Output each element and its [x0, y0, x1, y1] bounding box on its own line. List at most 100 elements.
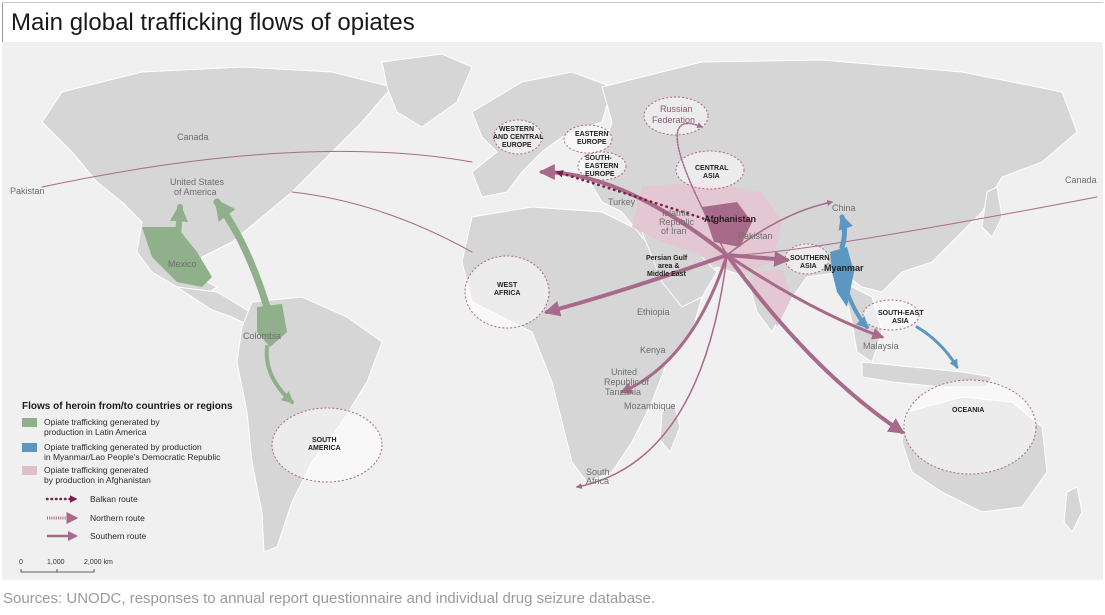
balkan-route-flow: [555, 170, 716, 224]
flow-to-east-africa: [619, 253, 729, 394]
label-iran-3: of Iran: [661, 226, 687, 236]
flow-colombia-to-south-america: [264, 345, 294, 404]
label-mexico: Mexico: [168, 259, 197, 269]
flow-to-oceania-blue: [915, 325, 959, 369]
label-wce-3: EUROPE: [502, 142, 532, 149]
flow-to-south-east-asia: [725, 253, 885, 340]
label-russia-2: Federation: [652, 115, 695, 125]
legend-northern: Northern route: [90, 513, 145, 523]
label-china: China: [832, 203, 856, 213]
flow-to-south-africa: [575, 254, 728, 489]
southern-asia-region: [784, 243, 830, 275]
oceania-region: [903, 379, 1037, 475]
flow-to-southern-asia: [725, 250, 791, 267]
label-see-2: EASTERN: [585, 163, 618, 170]
legend-swatch-afghanistan: [22, 466, 37, 475]
label-south-america-1: SOUTH: [312, 437, 337, 444]
label-tanzania-3: Tanzania: [605, 387, 641, 397]
label-gulf-3: Middle East: [647, 271, 687, 278]
legend: Flows of heroin from/to countries or reg…: [22, 401, 233, 541]
legend-item2-line1: Opiate trafficking generated by producti…: [44, 442, 202, 452]
label-gulf-2: area &: [658, 263, 679, 270]
scale-label-2000: 2,000 km: [84, 559, 113, 566]
flow-to-north-america: [291, 191, 473, 253]
label-wce-1: WESTERN: [499, 126, 534, 133]
label-iran-1: Islamic: [662, 208, 691, 218]
legend-swatch-latin-america: [22, 418, 37, 427]
flow-mexico-to-usa: [170, 203, 189, 255]
label-usa-2: of America: [174, 187, 217, 197]
legend-balkan: Balkan route: [90, 494, 138, 504]
label-ethiopia: Ethiopia: [637, 307, 670, 317]
scale-label-0: 0: [19, 559, 23, 566]
europe-landmass: [471, 71, 613, 198]
label-gulf-1: Persian Gulf: [646, 255, 688, 262]
label-tanzania-2: Republic of: [604, 377, 650, 387]
label-west-africa-1: WEST: [497, 282, 518, 289]
label-myanmar: Myanmar: [824, 263, 864, 273]
flow-myanmar-to-south-east-asia: [845, 290, 869, 329]
new-zealand-landmass: [1063, 486, 1083, 533]
label-south-america-2: AMERICA: [308, 445, 341, 452]
label-kenya: Kenya: [640, 345, 666, 355]
scale-bar: 0 1,000 2,000 km: [19, 559, 113, 573]
legend-item3-line2: by production in Afghanistan: [44, 475, 151, 485]
colombia-production: [257, 304, 287, 347]
legend-heading: Flows of heroin from/to countries or reg…: [22, 401, 233, 412]
russian-federation-region: [643, 96, 709, 136]
label-ee-1: EASTERN: [575, 131, 608, 138]
greenland-landmass: [381, 53, 473, 128]
label-turkey: Turkey: [608, 197, 636, 207]
label-south-africa-2: Africa: [586, 476, 609, 486]
label-canada-east: Canada: [1065, 175, 1097, 185]
western-central-europe-region: [493, 119, 543, 155]
label-russia-1: Russian: [660, 104, 693, 114]
mexico-production: [142, 227, 212, 287]
land-masses: [41, 53, 1083, 553]
title-bar: Main global trafficking flows of opiates: [2, 2, 1103, 43]
label-colombia: Colombia: [243, 331, 281, 341]
label-iran-2: Republic: [659, 217, 695, 227]
legend-item1-line1: Opiate trafficking generated by: [44, 417, 160, 427]
japan-landmass: [981, 186, 1003, 238]
label-canada-west: Canada: [177, 132, 209, 142]
flow-colombia-to-usa: [213, 198, 271, 311]
label-malaysia: Malaysia: [863, 341, 899, 351]
afghanistan-influence-zone: [632, 182, 782, 272]
flow-to-canada-east: [726, 196, 1098, 256]
legend-item2-line2: in Myanmar/Lao People's Democratic Repub…: [44, 452, 221, 462]
trafficking-map: Canada Pakistan Canada United States of …: [2, 42, 1103, 580]
region-labels: Russian Federation WESTERN AND CENTRAL E…: [308, 104, 984, 452]
legend-southern: Southern route: [90, 531, 147, 541]
label-west-africa-2: AFRICA: [494, 290, 520, 297]
label-pakistan: Pakistan: [738, 231, 773, 241]
flow-myanmar-to-china: [838, 214, 853, 250]
scale-line: [20, 569, 95, 573]
label-pakistan-west: Pakistan: [10, 186, 45, 196]
flow-to-west-africa: [543, 253, 729, 317]
country-labels: Canada Pakistan Canada United States of …: [10, 132, 1097, 486]
india-shaded: [752, 270, 792, 327]
legend-item1-line2: production in Latin America: [44, 427, 147, 437]
flow-to-oceania: [725, 253, 905, 434]
source-note: Sources: UNODC, responses to annual repo…: [3, 590, 656, 607]
label-see-1: SOUTH-: [585, 155, 613, 162]
label-central-asia-1: CENTRAL: [695, 165, 729, 172]
label-see-3: EUROPE: [585, 171, 615, 178]
south-east-asia-region: [862, 299, 920, 331]
eastern-europe-region: [563, 124, 613, 154]
label-sea-1: SOUTH-EAST: [878, 310, 924, 317]
south-eastern-europe-region: [577, 151, 627, 181]
afghanistan-country: [702, 202, 752, 247]
south-america-region: [271, 407, 383, 483]
legend-item3-line1: Opiate trafficking generated: [44, 465, 149, 475]
flow-to-china: [726, 200, 834, 256]
label-tanzania-1: United: [611, 367, 637, 377]
flow-to-canada-west: [41, 150, 473, 188]
label-usa-1: United States: [170, 177, 225, 187]
label-wce-2: AND CENTRAL: [493, 134, 544, 141]
west-africa-region: [464, 255, 550, 329]
label-southern-asia-2: ASIA: [800, 263, 817, 270]
label-south-africa-1: South: [586, 467, 610, 477]
label-ee-2: EUROPE: [577, 139, 607, 146]
